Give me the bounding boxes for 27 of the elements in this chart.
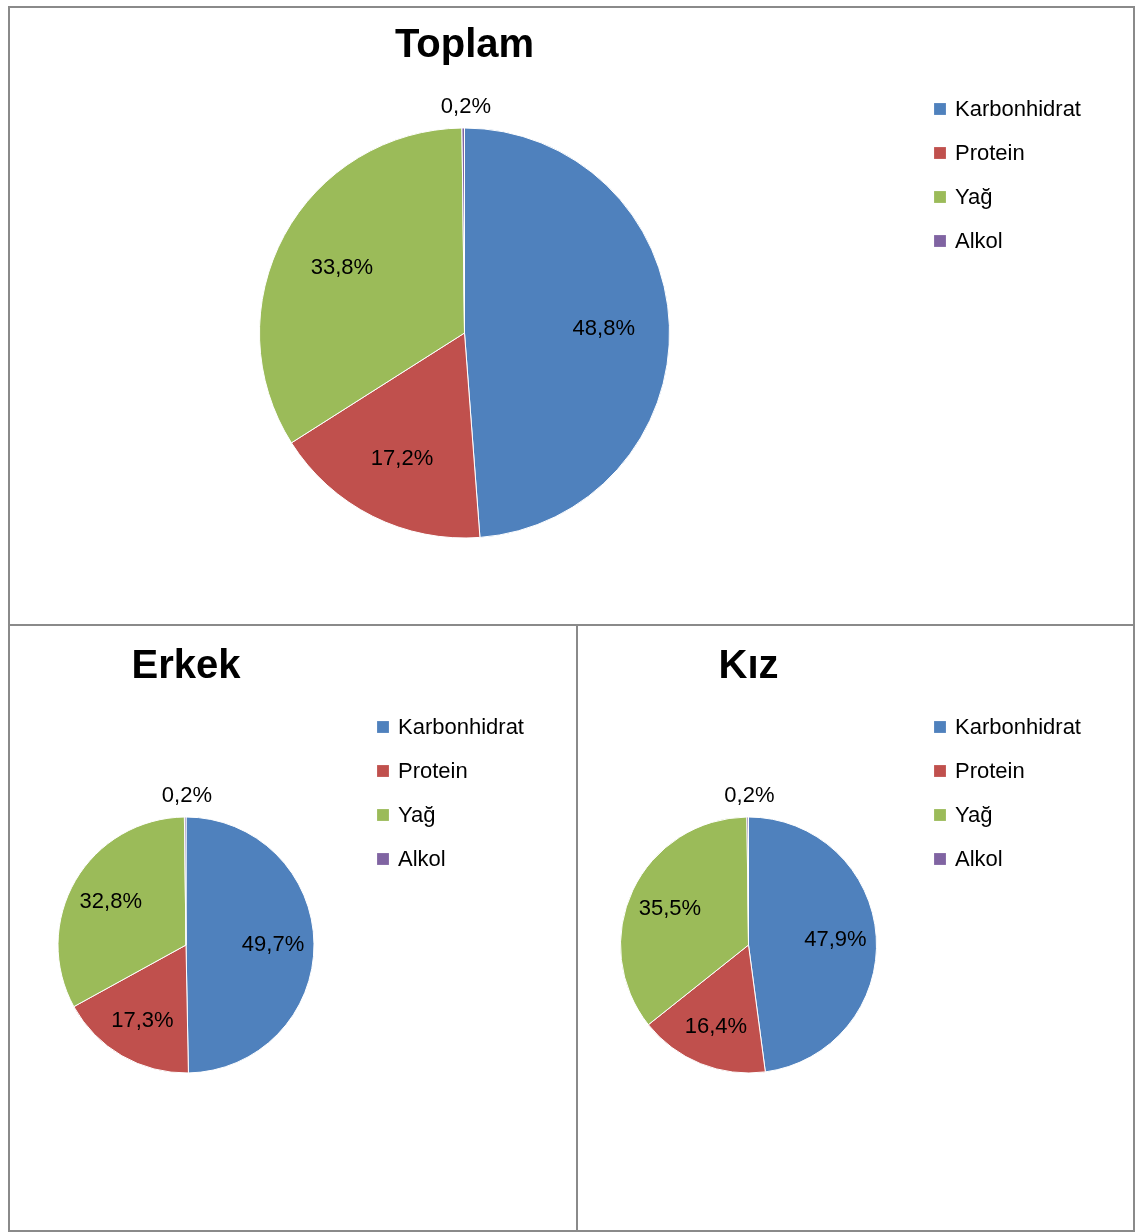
- legend-label: Protein: [398, 758, 468, 783]
- chart-title: Toplam: [394, 21, 535, 65]
- legend-label: Protein: [955, 140, 1025, 165]
- data-label: 32,8%: [79, 888, 142, 914]
- data-label: 48,8%: [572, 314, 635, 340]
- legend-label: Alkol: [955, 846, 1003, 871]
- legend-label: Karbonhidrat: [955, 714, 1081, 739]
- chart-title: Kız: [718, 642, 779, 686]
- data-label: 17,2%: [370, 444, 434, 470]
- legend-label: Protein: [955, 758, 1025, 783]
- data-label: 49,7%: [241, 931, 305, 957]
- legend-label: Yağ: [398, 802, 436, 827]
- data-label: 47,9%: [804, 926, 867, 952]
- data-label: 16,4%: [684, 1012, 748, 1038]
- data-label: 33,8%: [310, 253, 374, 279]
- legend-label: Karbonhidrat: [955, 96, 1081, 121]
- legend-label: Alkol: [398, 846, 446, 871]
- data-label: 0,2%: [440, 93, 491, 118]
- chart-title: Erkek: [131, 642, 242, 686]
- legend-label: Yağ: [955, 802, 993, 827]
- legend-label: Yağ: [955, 184, 993, 209]
- data-label: 0,2%: [724, 782, 775, 807]
- data-label: 35,5%: [638, 894, 702, 920]
- legend-label: Alkol: [955, 228, 1003, 253]
- data-label: 17,3%: [111, 1007, 174, 1033]
- data-label: 0,2%: [161, 782, 213, 807]
- legend-label: Karbonhidrat: [398, 714, 524, 739]
